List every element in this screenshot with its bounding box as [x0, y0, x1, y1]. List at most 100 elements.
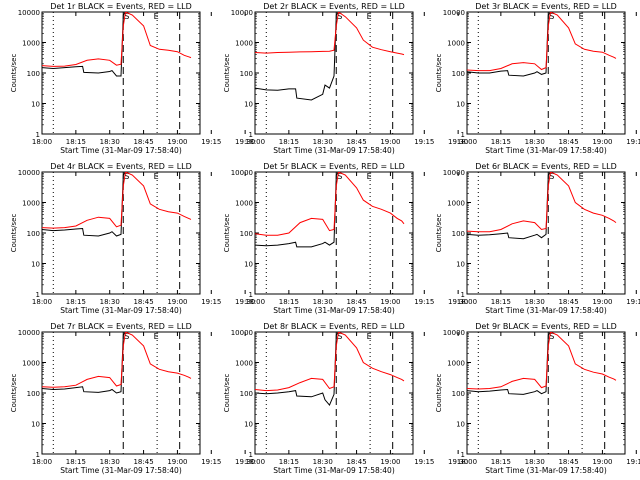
x-tick-label: 19:30 — [235, 298, 255, 306]
chart-panel-8: Det 8r BLACK = Events, RED = LLD 1 10 100 10… — [223, 322, 468, 475]
x-tick-label: 18:30 — [525, 458, 545, 466]
x-tick-label: 19:00 — [380, 298, 400, 306]
y-axis-label: Counts/sec — [223, 54, 231, 93]
x-tick-label: 18:15 — [66, 458, 86, 466]
y-tick-label: 1000 — [235, 200, 253, 208]
x-axis-label: Start Time (31-Mar-09 17:58:40) — [60, 466, 182, 475]
y-tick-label: 1 — [461, 451, 465, 459]
x-tick-label: 18:45 — [133, 458, 153, 466]
x-tick-label: 18:30 — [100, 298, 120, 306]
x-tick-label: 18:00 — [245, 458, 265, 466]
chart-title: Det 4r BLACK = Events, RED = LLD — [50, 162, 192, 171]
series-events-line — [42, 12, 126, 77]
x-tick-label: 18:00 — [457, 298, 477, 306]
y-axis-label: Counts/sec — [223, 214, 231, 253]
y-tick-label: 10 — [244, 261, 253, 269]
x-tick-label: 18:45 — [558, 458, 578, 466]
chart-title: Det 9r BLACK = Events, RED = LLD — [475, 322, 617, 331]
x-tick-label: 18:15 — [66, 298, 86, 306]
series-lld-line — [42, 172, 192, 229]
y-tick-label: 100 — [27, 70, 40, 78]
y-tick-label: 1000 — [22, 200, 40, 208]
y-axis-label: Counts/sec — [435, 54, 443, 93]
chart-title: Det 3r BLACK = Events, RED = LLD — [475, 2, 617, 11]
series-events-line — [255, 12, 339, 101]
y-tick-label: 10 — [31, 421, 40, 429]
y-tick-label: 10000 — [18, 169, 40, 177]
x-tick-label: 19:00 — [380, 458, 400, 466]
y-tick-label: 100 — [452, 390, 465, 398]
x-tick-label: 19:15 — [201, 298, 221, 306]
y-tick-label: 1 — [461, 131, 465, 139]
y-axis-label: Counts/sec — [223, 374, 231, 413]
x-tick-label: 18:30 — [100, 458, 120, 466]
time-marker-label: S — [124, 12, 129, 21]
y-tick-label: 10 — [31, 101, 40, 109]
x-axis-label: Start Time (31-Mar-09 17:58:40) — [273, 306, 395, 315]
series-lld-line — [255, 332, 405, 392]
y-tick-label: 100 — [240, 230, 253, 238]
x-tick-label: 19:30 — [235, 458, 255, 466]
series-events-line — [42, 172, 126, 237]
x-tick-label: 18:45 — [346, 298, 366, 306]
series-events-line — [255, 172, 339, 248]
time-marker-label: S — [549, 332, 554, 341]
time-marker-label: S — [337, 332, 342, 341]
x-tick-label: 19:15 — [626, 458, 640, 466]
x-tick-label: 18:45 — [346, 458, 366, 466]
y-tick-label: 100 — [240, 70, 253, 78]
y-tick-label: 10000 — [443, 169, 465, 177]
y-tick-label: 100 — [452, 70, 465, 78]
time-marker-label: S — [337, 172, 342, 181]
time-marker-label: S — [124, 332, 129, 341]
time-marker-label: E — [367, 172, 372, 181]
x-tick-label: 18:45 — [133, 138, 153, 146]
x-tick-label: 19:15 — [201, 458, 221, 466]
y-tick-label: 1000 — [447, 200, 465, 208]
y-tick-label: 100 — [240, 390, 253, 398]
x-tick-label: 18:15 — [491, 138, 511, 146]
chart-panel-6: Det 6r BLACK = Events, RED = LLD 1 10 100 10… — [435, 162, 640, 315]
x-tick-label: 18:00 — [245, 138, 265, 146]
series-lld-line — [255, 12, 405, 56]
x-tick-label: 18:45 — [346, 138, 366, 146]
y-tick-label: 100 — [27, 230, 40, 238]
series-lld-line — [467, 172, 617, 233]
x-tick-label: 18:00 — [457, 458, 477, 466]
series-lld-line — [42, 12, 192, 67]
y-tick-label: 10000 — [18, 9, 40, 17]
y-tick-label: 10 — [456, 421, 465, 429]
y-tick-label: 1 — [249, 291, 253, 299]
time-marker-label: E — [154, 12, 159, 21]
y-tick-label: 1000 — [235, 40, 253, 48]
plot-frame — [41, 331, 201, 455]
x-tick-label: 18:30 — [313, 458, 333, 466]
x-tick-label: 19:30 — [448, 138, 468, 146]
x-tick-label: 18:00 — [457, 138, 477, 146]
x-tick-label: 19:15 — [414, 138, 434, 146]
y-tick-label: 10000 — [231, 9, 253, 17]
series-events-line — [467, 332, 551, 395]
time-marker-label: E — [154, 332, 159, 341]
x-tick-label: 19:30 — [448, 458, 468, 466]
x-tick-label: 19:00 — [167, 298, 187, 306]
series-events-line — [255, 332, 339, 407]
y-tick-label: 10 — [31, 261, 40, 269]
chart-title: Det 2r BLACK = Events, RED = LLD — [263, 2, 405, 11]
x-tick-label: 19:00 — [380, 138, 400, 146]
y-tick-label: 100 — [452, 230, 465, 238]
y-tick-label: 1000 — [447, 40, 465, 48]
y-tick-label: 10 — [244, 421, 253, 429]
y-tick-label: 1000 — [447, 360, 465, 368]
time-marker-label: E — [579, 172, 584, 181]
x-tick-label: 19:00 — [592, 138, 612, 146]
y-axis-label: Counts/sec — [10, 54, 18, 93]
x-axis-label: Start Time (31-Mar-09 17:58:40) — [60, 146, 182, 155]
x-tick-label: 19:15 — [201, 138, 221, 146]
chart-panel-1: Det 1r BLACK = Events, RED = LLD 1 10 100 10… — [10, 2, 255, 155]
time-marker-label: E — [367, 332, 372, 341]
series-events-line — [42, 332, 126, 394]
x-axis-label: Start Time (31-Mar-09 17:58:40) — [485, 306, 607, 315]
x-tick-label: 19:15 — [626, 298, 640, 306]
